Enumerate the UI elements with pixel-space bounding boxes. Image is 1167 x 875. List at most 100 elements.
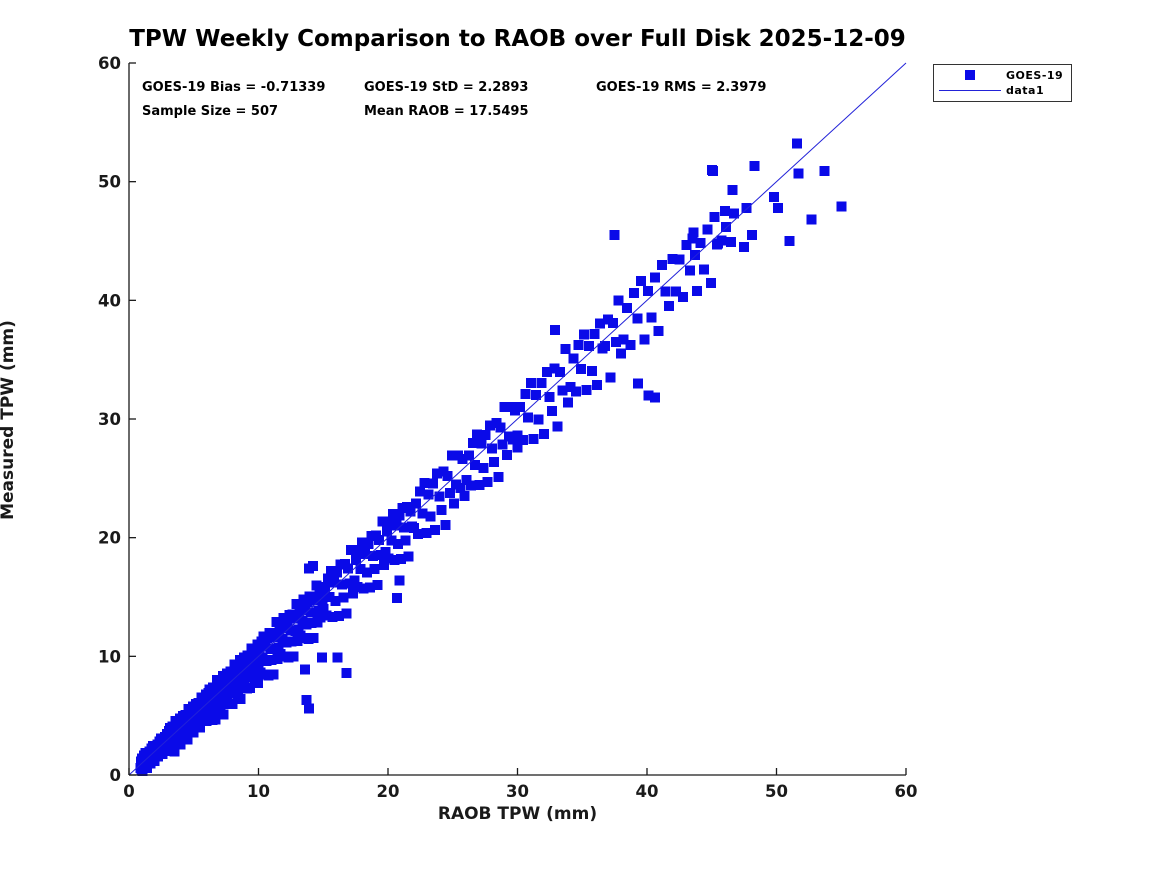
scatter-point (727, 184, 738, 195)
scatter-point (459, 491, 470, 502)
scatter-point (294, 607, 305, 618)
scatter-point (436, 505, 447, 516)
scatter-point (520, 388, 531, 399)
scatter-point (720, 205, 731, 216)
scatter-point (629, 288, 640, 299)
scatter-point (706, 278, 717, 289)
scatter-point (536, 377, 547, 388)
scatter-point (512, 430, 523, 441)
scatter-point (319, 583, 330, 594)
scatter-point (525, 378, 536, 389)
x-tick-label: 20 (377, 782, 400, 801)
scatter-point (806, 214, 817, 225)
scatter-point (210, 714, 221, 725)
scatter-point (363, 538, 374, 549)
scatter-point (357, 537, 368, 548)
scatter-point (547, 406, 558, 417)
scatter-point (586, 366, 597, 377)
scatter-point (272, 654, 283, 665)
scatter-point (227, 698, 238, 709)
scatter-point (391, 520, 402, 531)
scatter-point (671, 286, 682, 297)
scatter-point (233, 663, 244, 674)
scatter-point (523, 412, 534, 423)
scatter-point (327, 611, 338, 622)
scatter-point (552, 421, 563, 432)
scatter-point (322, 573, 333, 584)
identity-line (128, 62, 907, 776)
scatter-point (355, 563, 366, 574)
scatter-point (495, 422, 506, 433)
scatter-point (467, 438, 478, 449)
scatter-point (405, 506, 416, 517)
legend-item-label: GOES-19 (1006, 68, 1064, 82)
scatter-point (440, 520, 451, 531)
scatter-point (388, 508, 399, 519)
scatter-point (557, 385, 568, 396)
scatter-point (304, 703, 315, 714)
scatter-point (608, 318, 619, 329)
scatter-point (461, 474, 472, 485)
scatter-point (478, 462, 489, 473)
scatter-point (306, 618, 317, 629)
scatter-point (317, 597, 328, 608)
scatter-point (568, 353, 579, 364)
scatter-point (486, 443, 497, 454)
scatter-point (741, 202, 752, 213)
scatter-point (618, 334, 629, 345)
scatter-point (425, 511, 436, 522)
scatter-point (442, 470, 453, 481)
scatter-point (427, 478, 438, 489)
scatter-point (292, 635, 303, 646)
scatter-point (455, 482, 466, 493)
scatter-point (476, 438, 487, 449)
scatter-point (720, 221, 731, 232)
scatter-point (689, 250, 700, 261)
legend-square-marker-icon (965, 70, 975, 81)
scatter-point (432, 468, 443, 479)
scatter-point (268, 669, 279, 680)
scatter-point (254, 644, 265, 655)
x-tick-label: 0 (123, 782, 134, 801)
scatter-point (266, 654, 277, 665)
scatter-point (465, 480, 476, 491)
scatter-point (636, 275, 647, 286)
scatter-point (563, 397, 574, 408)
scatter-point (302, 596, 313, 607)
scatter-point (423, 489, 434, 500)
scatter-point (726, 237, 737, 248)
stat-sample-size: Sample Size = 507 (142, 104, 279, 119)
scatter-point (380, 546, 391, 557)
scatter-point (550, 325, 561, 335)
scatter-point (602, 314, 613, 325)
scatter-point (311, 580, 322, 591)
scatter-point (541, 367, 552, 378)
scatter-point (358, 583, 369, 594)
scatter-point (489, 456, 500, 467)
scatter-point (273, 642, 284, 653)
scatter-point (784, 236, 795, 246)
scatter-point (314, 589, 325, 600)
scatter-point (395, 554, 406, 565)
scatter-point (321, 610, 332, 621)
y-tick-label: 20 (98, 529, 121, 548)
legend-item-goes19: GOES-19 (934, 68, 1071, 83)
y-tick-label: 40 (98, 291, 121, 310)
scatter-point (554, 366, 565, 377)
scatter-point (709, 212, 720, 223)
scatter-point (533, 414, 544, 425)
stat-bias: GOES-19 Bias = -0.71339 (142, 80, 326, 95)
scatter-point (316, 652, 327, 663)
scatter-point (549, 363, 560, 374)
scatter-point (560, 344, 571, 355)
scatter-point (544, 391, 555, 402)
scatter-point (341, 667, 352, 678)
x-axis-label: RAOB TPW (mm) (437, 804, 598, 824)
scatter-point (218, 709, 229, 720)
y-tick-label: 30 (98, 410, 121, 429)
scatter-point (338, 592, 349, 603)
legend-swatch-area (934, 90, 1006, 92)
scatter-point (681, 240, 692, 251)
